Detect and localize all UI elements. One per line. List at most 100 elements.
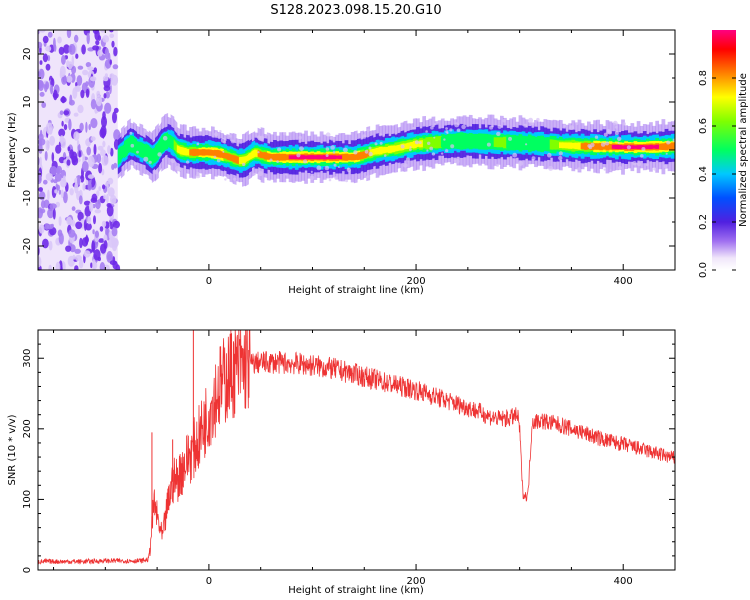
noise-blob — [50, 84, 54, 95]
ridge-speckle — [296, 153, 301, 158]
ridge-speckle — [486, 142, 491, 147]
noise-blob — [99, 127, 106, 139]
noise-blob — [83, 219, 87, 231]
noise-blob — [82, 183, 86, 191]
noise-blob — [44, 151, 48, 161]
colorbar-tick-label: 0.6 — [698, 118, 709, 134]
ridge-speckle — [325, 132, 331, 137]
y-tick-label: 100 — [22, 490, 33, 509]
y-tick-label: -20 — [22, 238, 33, 254]
noise-blob — [99, 262, 106, 270]
ridge-speckle — [334, 176, 338, 180]
noise-blob — [38, 30, 46, 33]
ridge-speckle — [379, 141, 383, 145]
ridge-speckle — [309, 175, 315, 181]
ridge-speckle — [609, 169, 612, 172]
ridge-speckle — [523, 123, 528, 128]
ridge-segment — [344, 153, 349, 161]
ridge-speckle — [440, 152, 444, 155]
noise-blob — [50, 166, 57, 176]
ridge-segment — [316, 155, 321, 160]
ridge-segment — [468, 136, 473, 147]
ridge-speckle — [614, 131, 619, 135]
ridge-speckle — [617, 141, 620, 145]
noise-blob — [66, 30, 72, 39]
ridge-speckle — [400, 144, 405, 149]
noise-blob — [109, 30, 114, 33]
noise-blob — [100, 30, 105, 33]
noise-blob — [43, 199, 50, 209]
snr-ticks: 0 200 400 0 100 200 300 — [22, 329, 676, 587]
ridge-speckle — [316, 165, 322, 171]
noise-blob — [80, 89, 85, 99]
ridge-speckle — [157, 152, 162, 157]
ridge-speckle — [614, 125, 618, 129]
ridge-segment — [282, 153, 287, 161]
ridge-segment — [385, 146, 389, 153]
noise-blob — [90, 197, 98, 203]
ridge-segment — [391, 145, 395, 153]
noise-blob — [47, 55, 51, 62]
ridge-segment — [235, 155, 240, 165]
ridge-segment — [288, 155, 293, 160]
ridge-segment — [338, 155, 343, 159]
ridge-segment — [559, 142, 563, 149]
noise-blob — [109, 73, 115, 79]
ridge-segment — [546, 138, 551, 150]
noise-blob — [70, 219, 76, 227]
noise-blob — [55, 261, 61, 270]
noise-blob — [105, 228, 109, 237]
ridge-segment — [263, 151, 268, 160]
noise-blob — [77, 175, 81, 186]
noise-blob — [59, 110, 64, 115]
ridge-speckle — [547, 152, 552, 158]
ridge-speckle — [575, 122, 579, 126]
noise-blob — [63, 191, 68, 204]
ridge-speckle — [303, 159, 308, 164]
x-tick-label: 200 — [407, 576, 426, 587]
ridge-speckle — [257, 151, 260, 154]
noise-blob — [105, 91, 110, 99]
ridge-speckle — [558, 155, 563, 161]
ridge-segment — [301, 155, 305, 160]
noise-blob — [102, 35, 110, 43]
noise-blob — [109, 33, 115, 38]
ridge-speckle — [512, 152, 518, 158]
ridge-speckle — [222, 150, 225, 153]
ridge-segment — [618, 144, 622, 150]
noise-blob — [88, 201, 94, 212]
noise-blob — [107, 254, 113, 261]
noise-region — [38, 30, 121, 270]
ridge-speckle — [325, 154, 329, 157]
noise-blob — [85, 121, 88, 133]
noise-blob — [56, 165, 62, 174]
ridge-segment — [117, 145, 122, 166]
noise-blob — [78, 195, 83, 205]
noise-blob — [38, 138, 46, 146]
ridge-segment — [496, 137, 501, 148]
ridge-speckle — [406, 157, 410, 162]
ridge-speckle — [298, 135, 302, 140]
ridge-segment — [481, 135, 485, 148]
ridge-speckle — [409, 146, 412, 149]
ridge-speckle — [283, 132, 286, 136]
ridge-segment — [670, 142, 675, 151]
ridge-segment — [350, 154, 355, 161]
ridge-segment — [127, 136, 131, 155]
ridge-speckle — [170, 158, 176, 164]
ridge-segment — [434, 136, 439, 149]
ridge-speckle — [325, 147, 330, 151]
colorbar-gradient — [712, 30, 736, 270]
noise-blob — [99, 226, 104, 232]
ridge-segment — [394, 145, 398, 152]
noise-blob — [47, 208, 55, 219]
noise-blob — [104, 102, 112, 114]
ridge-speckle — [368, 146, 372, 150]
ridge-speckle — [253, 172, 256, 176]
ridge-speckle — [196, 142, 200, 146]
noise-blob — [92, 229, 95, 235]
x-tick-label: 200 — [407, 276, 426, 287]
noise-blob — [53, 44, 57, 52]
noise-blob — [92, 45, 100, 51]
